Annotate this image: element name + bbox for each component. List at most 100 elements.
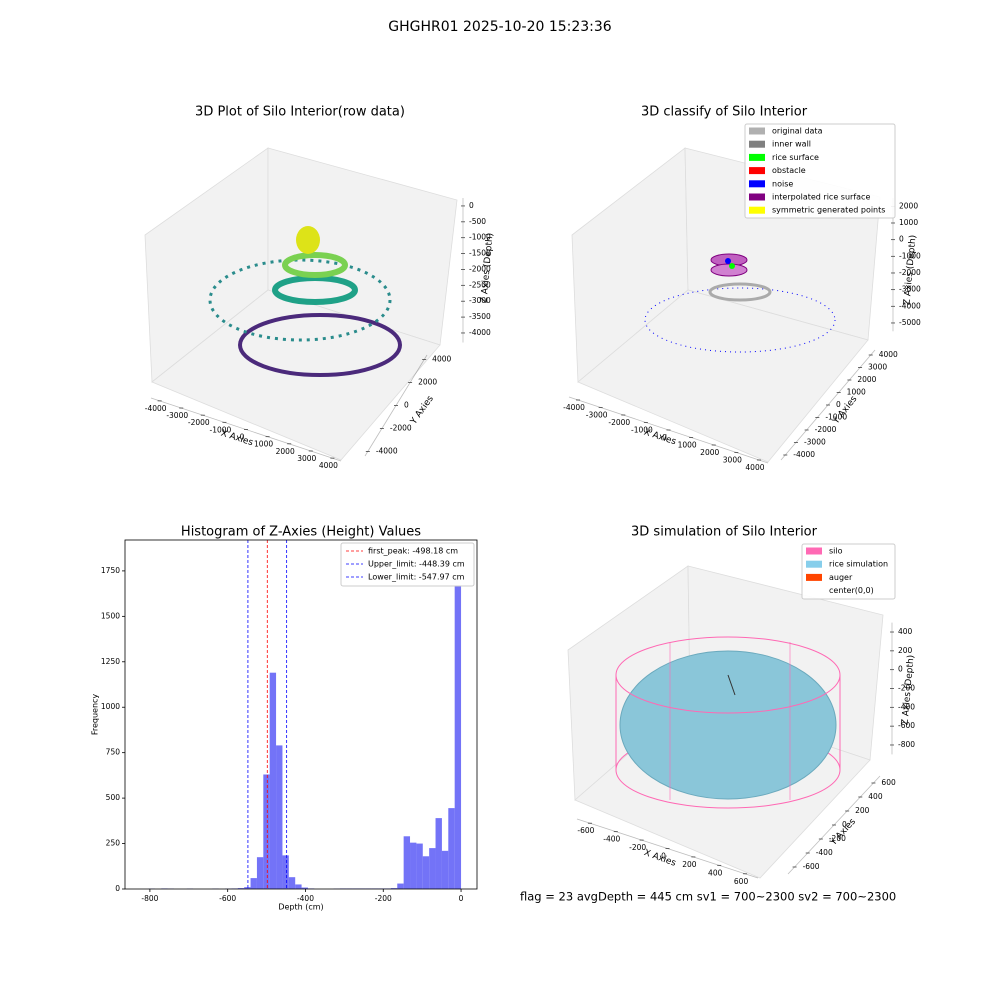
x-tick-label: -4000	[563, 403, 585, 412]
x-axis-label: Depth (cm)	[278, 903, 323, 912]
legend-label: inner wall	[772, 140, 811, 149]
bar	[270, 673, 276, 889]
x-tick-label: 600	[734, 877, 749, 886]
bar	[289, 877, 295, 889]
x-tick-label: 400	[708, 868, 723, 877]
legend-label: rice simulation	[829, 560, 888, 569]
x-tick-label: -800	[141, 894, 158, 903]
bar	[251, 878, 257, 889]
legend-label: symmetric generated points	[772, 206, 885, 215]
bar	[436, 818, 442, 889]
bar	[410, 843, 416, 889]
legend-label: silo	[829, 547, 843, 556]
legend-label: Lower_limit: -547.97 cm	[368, 573, 465, 582]
legend-label: original data	[772, 127, 823, 136]
x-tick-label: -2000	[188, 418, 210, 427]
y-tick-label: 0	[404, 401, 409, 410]
z-tick-label: 1000	[899, 218, 918, 227]
y-tick-label: 1750	[101, 566, 120, 575]
x-tick-label: 1000	[254, 440, 273, 449]
x-tick-label: -200	[375, 894, 392, 903]
x-tick-label: -200	[629, 843, 646, 852]
y-tick-label: 400	[868, 792, 883, 801]
y-tick-label: 750	[106, 748, 121, 757]
legend-swatch	[749, 141, 765, 148]
legend-swatch	[749, 207, 765, 214]
y-tick-label: -3000	[804, 438, 826, 447]
bar	[448, 808, 454, 889]
legend-swatch	[749, 128, 765, 135]
x-tick-label: -400	[603, 835, 620, 844]
legend-label: noise	[772, 179, 793, 188]
y-tick-label: 600	[881, 778, 896, 787]
y-tick-label: 2000	[857, 375, 876, 384]
x-tick-label: -600	[577, 826, 594, 835]
x-tick-label: 2000	[276, 447, 295, 456]
y-tick-label: 4000	[432, 355, 451, 364]
x-tick-label: -3000	[586, 411, 608, 420]
y-tick-label: 2000	[418, 378, 437, 387]
y-tick-label: -400	[816, 848, 833, 857]
y-tick-label: 200	[855, 806, 870, 815]
z-tick-label: 0	[898, 665, 903, 674]
y-tick-label: -600	[803, 862, 820, 871]
legend-swatch	[749, 154, 765, 161]
bar	[416, 844, 422, 889]
legend-swatch	[749, 180, 765, 187]
legend-label: interpolated rice surface	[772, 193, 870, 202]
bar	[455, 558, 461, 889]
x-tick-label: 4000	[319, 461, 338, 470]
y-axis-label: Frequency	[91, 694, 100, 736]
bar	[442, 851, 448, 889]
y-tick-label: 0	[115, 884, 120, 893]
z-tick-label: -800	[898, 740, 915, 749]
x-tick-label: 3000	[723, 456, 742, 465]
legend-label: center(0,0)	[829, 586, 874, 595]
y-tick-label: 1000	[847, 388, 866, 397]
bar	[397, 884, 403, 889]
bar	[423, 856, 429, 889]
legend-label: auger	[829, 573, 853, 582]
x-tick-label: -3000	[166, 411, 188, 420]
legend-swatch	[806, 548, 822, 555]
x-tick-label: -600	[219, 894, 236, 903]
legend-label: first_peak: -498.18 cm	[368, 547, 458, 556]
suptitle: GHGHR01 2025-10-20 15:23:36	[388, 19, 612, 35]
chart-title: Histogram of Z-Axies (Height) Values	[181, 525, 421, 540]
legend-label: rice surface	[772, 153, 819, 162]
y-tick-label: 1250	[101, 657, 120, 666]
x-tick-label: 2000	[700, 448, 719, 457]
legend-box	[745, 124, 895, 218]
z-tick-label: 2000	[899, 201, 918, 210]
bar	[276, 745, 282, 889]
z-tick-label: 0	[899, 235, 904, 244]
bar	[263, 774, 269, 889]
x-tick-label: 3000	[297, 454, 316, 463]
footer: flag = 23 avgDepth = 445 cm sv1 = 700~23…	[520, 890, 896, 904]
bar	[295, 884, 301, 889]
x-tick-label: 200	[682, 860, 697, 869]
legend-swatch	[806, 574, 822, 581]
x-tick-label: -2000	[608, 418, 630, 427]
y-tick-label: 3000	[868, 363, 887, 372]
x-tick-label: 0	[459, 894, 464, 903]
z-tick-label: -3500	[469, 312, 491, 321]
x-tick-label: 4000	[745, 463, 764, 472]
y-tick-label: 4000	[879, 350, 898, 359]
y-tick-label: 1500	[101, 611, 120, 620]
z-tick-label: 0	[469, 201, 474, 210]
z-tick-label: -4000	[469, 328, 491, 337]
y-tick-label: 500	[106, 793, 121, 802]
chart-title: 3D Plot of Silo Interior(row data)	[195, 105, 405, 120]
x-tick-label: -4000	[145, 404, 167, 413]
y-tick-label: -4000	[793, 450, 815, 459]
legend-swatch	[749, 167, 765, 174]
y-tick-label: 1000	[101, 702, 120, 711]
z-tick-label: 200	[898, 646, 913, 655]
legend-label: Upper_limit: -448.39 cm	[368, 560, 465, 569]
z-tick-label: -500	[469, 217, 486, 226]
legend-label: obstacle	[772, 166, 806, 175]
x-tick-label: 1000	[678, 441, 697, 450]
chart-title: 3D classify of Silo Interior	[641, 105, 808, 120]
